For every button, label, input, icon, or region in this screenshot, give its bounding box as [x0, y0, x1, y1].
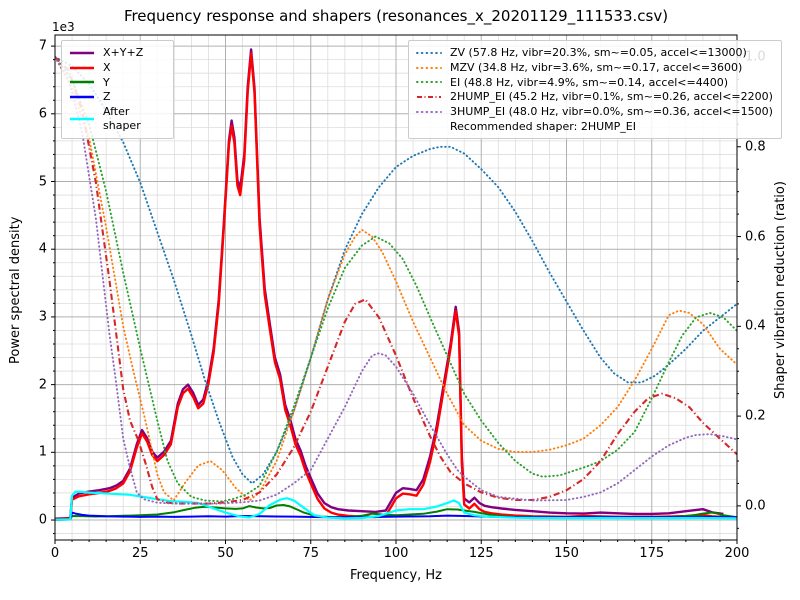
series-2hump-ei — [55, 56, 737, 505]
legend-label: 3HUMP_EI (48.0 Hz, vibr=0.0%, sm~=0.36, … — [450, 105, 773, 118]
legend-label: X+Y+Z — [103, 46, 144, 59]
x-tick-label-100: 100 — [383, 546, 409, 561]
chart-title: Frequency response and shapers (resonanc… — [123, 7, 669, 25]
legend-entry-x-y-z: X+Y+Z — [68, 46, 165, 60]
tick-marks — [51, 45, 741, 544]
recommended-shaper-text: Recommended shaper: 2HUMP_EI — [450, 119, 636, 133]
legend-entry-2hump-ei-45-2-hz-vib: 2HUMP_EI (45.2 Hz, vibr=0.1%, sm~=0.26, … — [415, 90, 773, 104]
x-tick-label-150: 150 — [554, 546, 579, 561]
legend-label: ZV (57.8 Hz, vibr=20.3%, sm~=0.05, accel… — [450, 46, 747, 59]
legend-entry-y: Y — [68, 76, 165, 90]
legend-shapers: ZV (57.8 Hz, vibr=20.3%, sm~=0.05, accel… — [408, 40, 782, 139]
y-left-tick-label-3: 3 — [38, 309, 47, 325]
legend-label: After shaper — [103, 105, 141, 132]
series-mzv — [55, 56, 737, 502]
legend-shapers-rows: ZV (57.8 Hz, vibr=20.3%, sm~=0.05, accel… — [415, 46, 773, 119]
legend-label: Y — [103, 75, 110, 89]
legend-swatch-2hump-ei-45-2-hz-vib — [417, 96, 441, 99]
x-axis-label: Frequency, Hz — [349, 568, 443, 583]
legend-psd: X+Y+Z X Y Z After shaper — [61, 40, 174, 139]
series-x — [55, 52, 724, 521]
y-left-offset-label: 1e3 — [52, 20, 75, 34]
x-tick-label-25: 25 — [131, 546, 149, 561]
series-group — [55, 48, 737, 521]
x-tick-label-0: 0 — [50, 546, 60, 561]
legend-swatch-z — [70, 95, 94, 99]
legend-entry-mzv-34-8-hz-vibr-3-6: MZV (34.8 Hz, vibr=3.6%, sm~=0.17, accel… — [415, 61, 773, 75]
legend-swatch-mzv-34-8-hz-vibr-3-6 — [416, 66, 442, 69]
y-right-tick-label-0.4: 0.4 — [745, 318, 766, 334]
legend-swatch-3hump-ei-48-0-hz-vib — [416, 110, 442, 113]
y-left-tick-label-0: 0 — [38, 512, 47, 528]
y-right-tick-label-0.6: 0.6 — [745, 229, 766, 245]
legend-entry-zv-57-8-hz-vibr-20-3: ZV (57.8 Hz, vibr=20.3%, sm~=0.05, accel… — [415, 46, 773, 60]
x-tick-label-125: 125 — [468, 546, 494, 561]
legend-label: X — [103, 60, 111, 74]
legend-swatch-x — [70, 66, 94, 69]
series-x-y-z — [55, 48, 724, 520]
legend-swatch-ei-48-8-hz-vibr-4-9- — [416, 81, 442, 84]
legend-label: MZV (34.8 Hz, vibr=3.6%, sm~=0.17, accel… — [450, 60, 743, 74]
legend-swatch-zv-57-8-hz-vibr-20-3 — [416, 51, 442, 54]
legend-entry-x: X — [68, 61, 165, 75]
x-tick-label-200: 200 — [724, 546, 750, 561]
legend-entry-3hump-ei-48-0-hz-vib: 3HUMP_EI (48.0 Hz, vibr=0.0%, sm~=0.36, … — [415, 105, 773, 119]
legend-entry-ei-48-8-hz-vibr-4-9-: EI (48.8 Hz, vibr=4.9%, sm~=0.14, accel<… — [415, 76, 773, 90]
legend-swatch-y — [70, 81, 94, 84]
legend-label: Z — [103, 90, 111, 104]
y-left-axis-label: Power spectral density — [8, 216, 23, 364]
y-right-tick-label-0.2: 0.2 — [745, 408, 766, 424]
legend-label: 2HUMP_EI (45.2 Hz, vibr=0.1%, sm~=0.26, … — [450, 90, 773, 104]
y-right-tick-label-0.0: 0.0 — [745, 498, 766, 514]
legend-label: EI (48.8 Hz, vibr=4.9%, sm~=0.14, accel<… — [450, 75, 728, 89]
legend-swatch-after-shaper — [70, 117, 94, 121]
y-left-tick-label-5: 5 — [38, 174, 47, 189]
x-tick-label-50: 50 — [217, 546, 234, 561]
y-left-tick-label-1: 1 — [38, 444, 47, 460]
y-left-tick-label-2: 2 — [38, 377, 47, 393]
legend-swatch-x-y-z — [70, 51, 94, 55]
series-3hump-ei — [55, 56, 737, 505]
y-right-tick-label-0.8: 0.8 — [745, 139, 766, 155]
y-left-tick-label-4: 4 — [38, 241, 47, 257]
series-zv — [55, 56, 737, 485]
legend-entry-z: Z — [68, 90, 165, 104]
y-right-axis-label: Shaper vibration reduction (ratio) — [773, 181, 788, 399]
x-tick-label-75: 75 — [302, 546, 320, 561]
legend-entry-after-shaper: After shaper — [68, 105, 165, 133]
y-left-tick-label-7: 7 — [38, 38, 47, 54]
y-left-tick-label-6: 6 — [38, 106, 47, 122]
series-after-shaper — [55, 490, 737, 521]
x-tick-label-175: 175 — [639, 546, 665, 561]
